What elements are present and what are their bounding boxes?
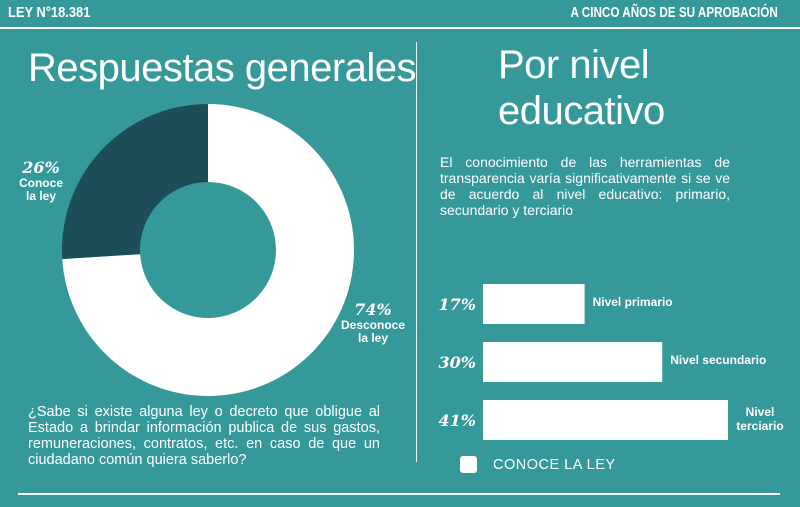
donut-chart xyxy=(62,104,354,396)
right-panel-title: Por nivel educativo xyxy=(498,43,665,133)
slice-pct-conoce: 26% xyxy=(22,158,60,177)
bar-value-label-2: 30% xyxy=(439,353,476,372)
legend: CONOCE LA LEY xyxy=(460,456,616,473)
slice-text-conoce-1: Conoce xyxy=(18,176,63,190)
anniversary-header: A CINCO AÑOS DE SU APROBACIÓN xyxy=(570,4,778,21)
top-rule xyxy=(0,27,800,29)
legend-label: CONOCE LA LEY xyxy=(493,456,616,473)
left-panel-title: Respuestas generales xyxy=(28,46,417,90)
bar-1 xyxy=(483,284,585,324)
bar-2 xyxy=(483,342,663,382)
slice-text-conoce-2: la ley xyxy=(25,189,57,203)
bar-value-label-3: 41% xyxy=(439,411,476,430)
bar-category-label-1: Nivel primario xyxy=(593,295,673,309)
bar-category-label-3: Nivel terciario xyxy=(736,405,783,433)
panel-divider xyxy=(416,42,417,462)
bar-category-label-2: Nivel secundario xyxy=(670,353,766,367)
law-number-header: LEY N°18.381 xyxy=(8,4,91,21)
right-panel-description: El conocimiento de las herramientas de t… xyxy=(440,154,730,218)
slice-text-desconoce-1: Desconoce xyxy=(340,318,406,332)
survey-question: ¿Sabe si existe alguna ley o decreto que… xyxy=(28,404,380,468)
slice-label-desconoce: 74% Desconoce la ley xyxy=(338,300,408,345)
slice-pct-desconoce: 74% xyxy=(354,300,392,319)
legend-swatch xyxy=(460,456,477,473)
bar-3 xyxy=(483,400,728,440)
bottom-rule xyxy=(18,493,780,495)
donut-slice-conoce xyxy=(62,104,208,260)
donut-slice-desconoce xyxy=(62,104,354,396)
slice-label-conoce: 26% Conoce la ley xyxy=(16,158,66,203)
slice-text-desconoce-2: la ley xyxy=(357,331,389,345)
bar-value-label-1: 17% xyxy=(439,295,476,314)
